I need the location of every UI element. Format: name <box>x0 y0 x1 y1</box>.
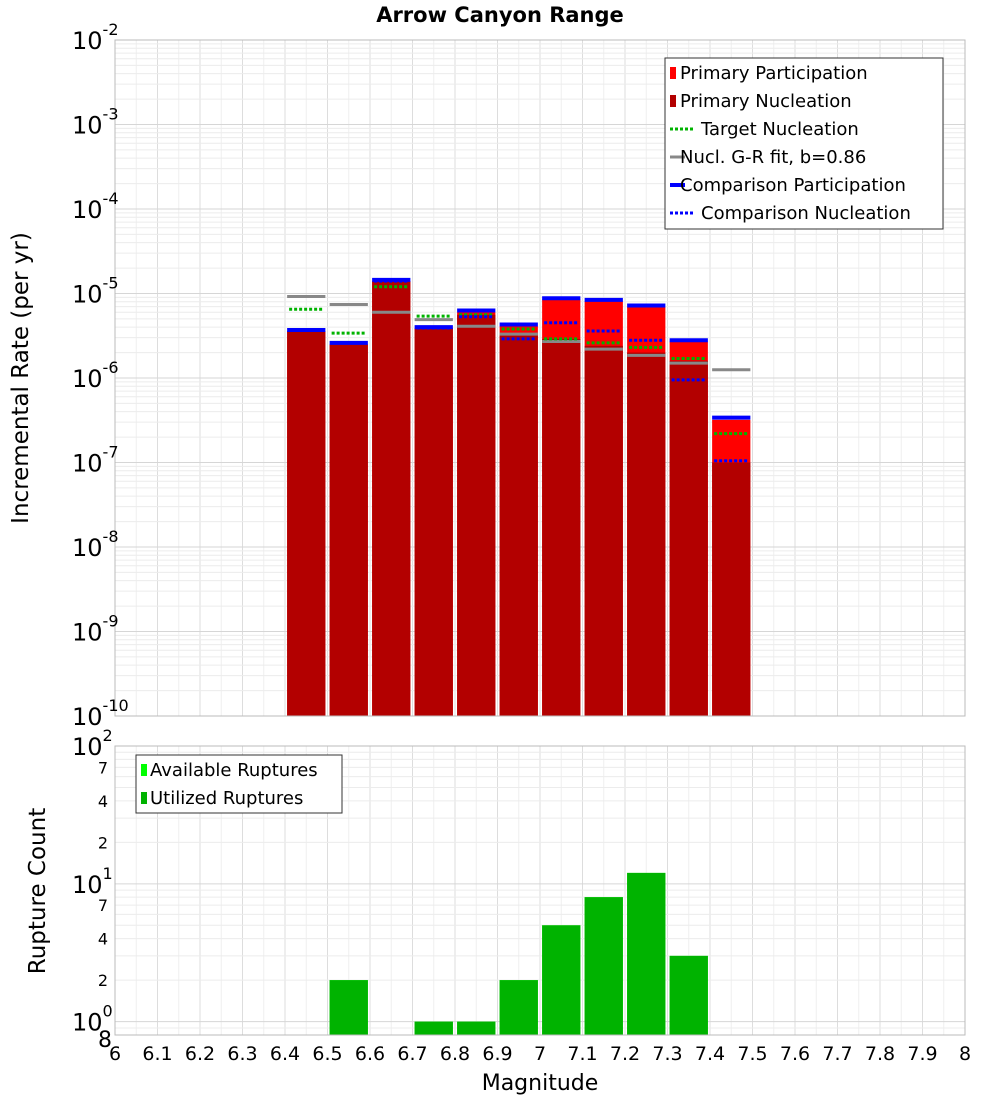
utilized-ruptures-bar <box>542 925 581 1035</box>
legend-label: Comparison Nucleation <box>701 203 911 224</box>
y-tick-label: 10-6 <box>72 358 119 393</box>
y-tick-label: 4 <box>98 792 108 811</box>
legend-label: Target Nucleation <box>700 119 859 140</box>
y-tick-label: 101 <box>72 864 113 899</box>
utilized-ruptures-bar <box>457 1021 496 1035</box>
x-tick-label: 7.3 <box>652 1043 682 1065</box>
bottom-plot-frame <box>114 745 966 1036</box>
legend-bottom: Available Ruptures Utilized Ruptures <box>135 754 343 814</box>
legend-bottom-box <box>135 754 343 814</box>
y-tick-label: 10-7 <box>72 443 119 478</box>
x-tick-label: 7.7 <box>822 1043 852 1065</box>
x-tick-label: 6 <box>109 1043 121 1065</box>
legend-label: Primary Nucleation <box>680 91 852 112</box>
primary-nucleation-bar <box>372 281 411 716</box>
x-tick-label: 8 <box>959 1043 971 1065</box>
legend-top-box <box>664 57 944 230</box>
y-tick-label: 10-8 <box>72 527 119 562</box>
utilized-ruptures-bar <box>669 955 708 1035</box>
utilized-ruptures-bar <box>329 980 368 1035</box>
y-tick-label: 10-4 <box>72 189 119 224</box>
x-tick-label: 6.6 <box>355 1043 385 1065</box>
primary-nucleation-bar <box>457 314 496 716</box>
top-y-axis-label: Incremental Rate (per yr) <box>8 232 34 524</box>
x-tick-label: 6.4 <box>270 1043 300 1065</box>
utilized-ruptures-bar <box>627 872 666 1035</box>
y-tick-label: 8 <box>98 1028 112 1053</box>
y-tick-label: 10-3 <box>72 105 119 140</box>
primary-nucleation-bar <box>329 344 368 716</box>
legend-label: Nucl. G-R fit, b=0.86 <box>680 147 866 168</box>
legend-label: Available Ruptures <box>150 760 318 781</box>
x-tick-label: 7.6 <box>780 1043 810 1065</box>
top-plot-frame <box>114 39 966 717</box>
x-tick-label: 7.5 <box>737 1043 767 1065</box>
y-tick-label: 10-9 <box>72 612 119 647</box>
y-tick-label: 2 <box>98 971 108 990</box>
x-tick-label: 6.5 <box>312 1043 342 1065</box>
y-tick-label: 100 <box>72 1002 113 1037</box>
legend-label: Primary Participation <box>680 63 868 84</box>
y-tick-label: 2 <box>98 833 108 852</box>
primary-nucleation-bar <box>414 328 453 716</box>
legend-swatch <box>141 792 147 804</box>
primary-nucleation-bar <box>287 330 326 716</box>
x-tick-label: 6.7 <box>397 1043 427 1065</box>
y-tick-label: 10-2 <box>72 20 119 55</box>
primary-nucleation-bar <box>669 360 708 716</box>
legend-label: Utilized Ruptures <box>150 788 303 809</box>
y-tick-label: 10-10 <box>72 696 129 731</box>
y-tick-label: 7 <box>98 758 108 777</box>
primary-nucleation-bar <box>712 462 751 716</box>
y-tick-label: 4 <box>98 930 108 949</box>
utilized-ruptures-bar <box>584 897 623 1035</box>
x-tick-labels: 6 6.1 6.2 6.3 6.4 6.5 6.6 6.7 6.8 6.9 7 7.1 7.2 7.3 7.… <box>109 1043 971 1065</box>
legend-swatch <box>670 67 676 79</box>
primary-nucleation-bar <box>499 335 538 716</box>
x-tick-label: 7.1 <box>567 1043 597 1065</box>
legend-label: Comparison Participation <box>680 175 906 196</box>
x-tick-label: 7.2 <box>610 1043 640 1065</box>
x-tick-label: 6.9 <box>482 1043 512 1065</box>
x-tick-label: 7 <box>534 1043 546 1065</box>
x-tick-label: 6.8 <box>440 1043 470 1065</box>
y-tick-label: 10-5 <box>72 274 119 309</box>
y-tick-label: 7 <box>98 896 108 915</box>
utilized-ruptures-bar <box>414 1021 453 1035</box>
y-tick-label: 102 <box>72 726 113 761</box>
utilized-ruptures-bar <box>499 980 538 1035</box>
x-tick-label: 7.8 <box>865 1043 895 1065</box>
chart-title: Arrow Canyon Range <box>376 3 624 27</box>
legend-swatch <box>670 95 676 107</box>
primary-nucleation-bar <box>584 345 623 716</box>
legend-swatch <box>141 764 147 776</box>
x-tick-label: 7.4 <box>695 1043 725 1065</box>
x-tick-label: 6.2 <box>185 1043 215 1065</box>
bottom-y-axis-label: Rupture Count <box>25 808 51 974</box>
primary-nucleation-bar <box>627 352 666 716</box>
legend-top: Primary Participation Primary Nucleation T… <box>664 57 944 230</box>
x-tick-label: 7.9 <box>907 1043 937 1065</box>
x-axis-label: Magnitude <box>482 1071 599 1096</box>
x-tick-label: 6.3 <box>227 1043 257 1065</box>
x-tick-label: 6.1 <box>142 1043 172 1065</box>
primary-nucleation-bar <box>542 338 581 716</box>
